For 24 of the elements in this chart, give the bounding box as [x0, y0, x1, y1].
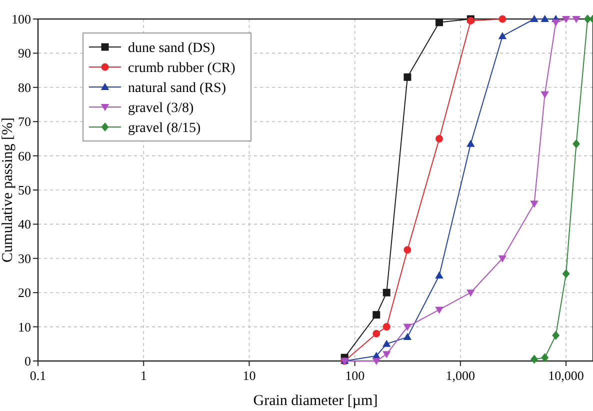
y-tick-label: 60 [18, 148, 31, 164]
x-tick-label: 0.1 [30, 368, 46, 383]
y-tick-label: 10 [18, 319, 31, 334]
x-tick-label: 1,000 [446, 368, 476, 383]
y-tick-label: 80 [18, 80, 31, 95]
y-tick-label: 0 [24, 354, 31, 368]
legend-label: gravel (3/8) [128, 101, 194, 116]
y-tick-label: 40 [18, 216, 31, 232]
y-tick-label: 70 [18, 114, 31, 130]
y-tick-label: 30 [18, 250, 31, 266]
y-tick-label: 20 [18, 285, 31, 300]
x-tick-label: 10 [242, 368, 256, 383]
y-tick-label: 100 [12, 12, 31, 26]
y-tick-label: 50 [18, 182, 31, 198]
x-tick-label: 1 [140, 368, 147, 383]
y-tick-label: 90 [18, 46, 31, 61]
x-tick-label: 100 [345, 368, 365, 383]
x-axis-title: Grain diameter [µm] [253, 393, 378, 409]
y-axis-title: Cumulative passing [%] [0, 118, 16, 262]
legend-label: natural sand (RS) [128, 81, 226, 96]
legend-label: crumb rubber (CR) [128, 61, 236, 76]
legend-label: gravel (8/15) [128, 121, 202, 136]
x-tick-label: 10,000 [548, 368, 584, 383]
legend-label: dune sand (DS) [128, 41, 216, 56]
